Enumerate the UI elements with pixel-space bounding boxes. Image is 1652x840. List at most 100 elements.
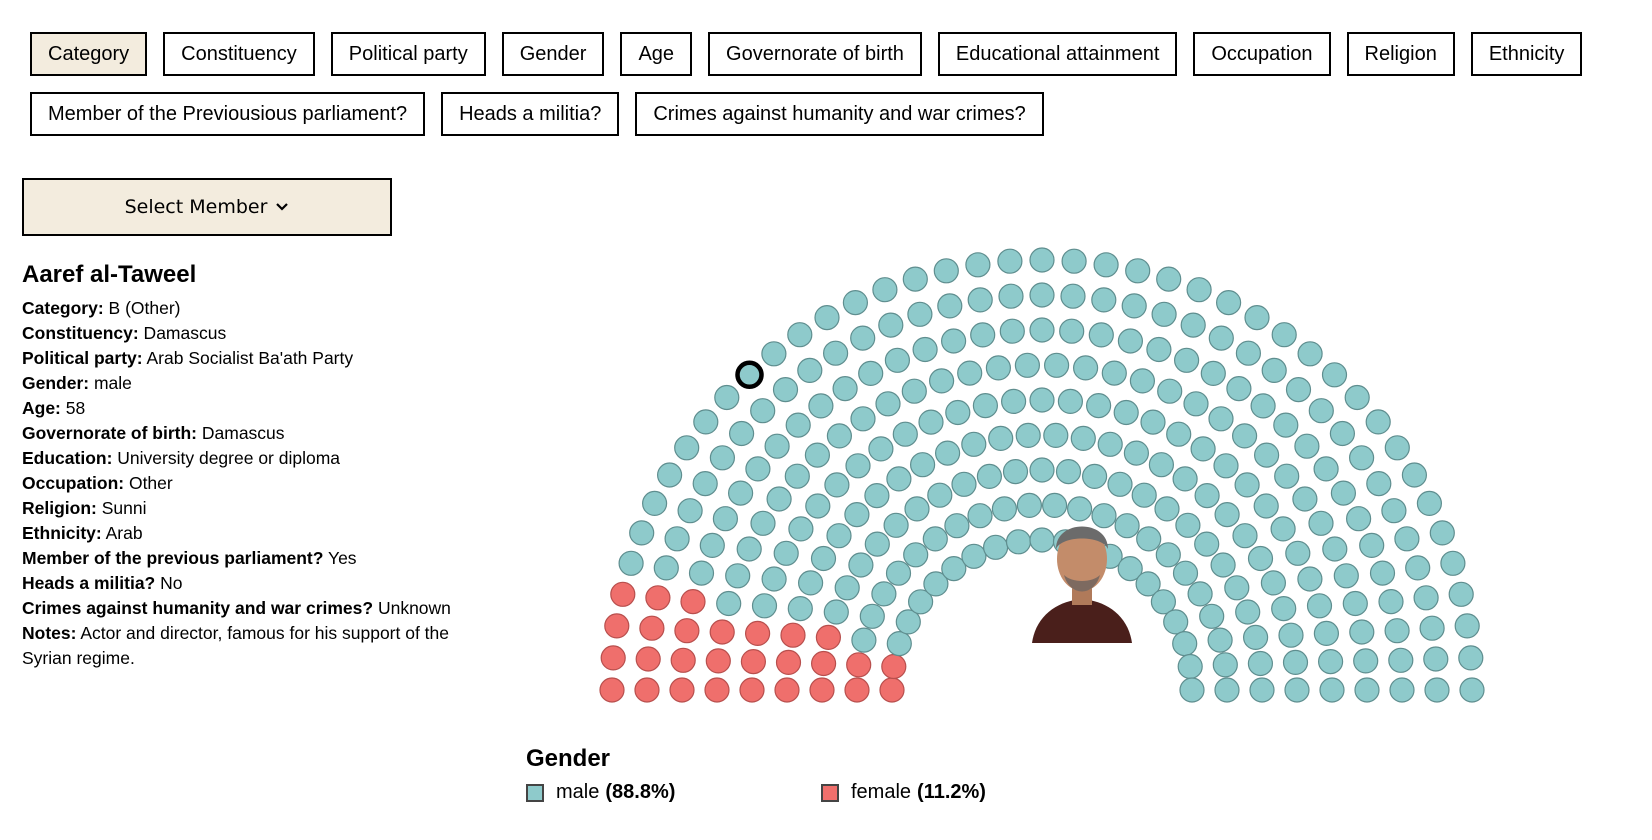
seat-male[interactable] bbox=[714, 384, 740, 411]
seat-male[interactable] bbox=[1454, 613, 1480, 639]
seat-male[interactable] bbox=[727, 480, 754, 506]
seat-male[interactable] bbox=[1060, 283, 1086, 309]
filter-constituency[interactable]: Constituency bbox=[163, 32, 315, 76]
seat-male[interactable] bbox=[961, 431, 987, 457]
seat-male[interactable] bbox=[1366, 471, 1392, 497]
seat-male[interactable] bbox=[1285, 540, 1311, 566]
seat-male[interactable] bbox=[1151, 301, 1177, 327]
seat-female[interactable] bbox=[674, 618, 700, 644]
seat-male[interactable] bbox=[797, 357, 823, 383]
seat-male[interactable] bbox=[982, 534, 1009, 560]
seat-male[interactable] bbox=[1270, 516, 1296, 542]
seat-male[interactable] bbox=[1313, 456, 1339, 482]
seat-male[interactable] bbox=[1249, 677, 1275, 703]
seat-male[interactable] bbox=[1401, 462, 1428, 488]
filter-religion[interactable]: Religion bbox=[1346, 32, 1455, 76]
seat-male[interactable] bbox=[1172, 560, 1199, 586]
seat-male[interactable] bbox=[1148, 452, 1175, 478]
seat-male[interactable] bbox=[1029, 247, 1055, 273]
seat-male[interactable] bbox=[885, 560, 912, 586]
seat-male[interactable] bbox=[1194, 483, 1220, 509]
seat-male[interactable] bbox=[1419, 615, 1445, 641]
seat-male[interactable] bbox=[1136, 526, 1162, 552]
seat-male[interactable] bbox=[1173, 347, 1200, 373]
seat-male[interactable] bbox=[810, 545, 837, 572]
seat-male[interactable] bbox=[788, 516, 814, 542]
seat-male[interactable] bbox=[1200, 360, 1226, 386]
seat-female[interactable] bbox=[704, 677, 730, 703]
seat-male[interactable] bbox=[850, 325, 876, 351]
seat-male[interactable] bbox=[875, 391, 901, 417]
seat-male[interactable] bbox=[764, 433, 790, 459]
seat-male[interactable] bbox=[804, 442, 831, 468]
seat-male[interactable] bbox=[886, 630, 912, 657]
seat-male[interactable] bbox=[985, 355, 1012, 381]
seat-male[interactable] bbox=[1117, 328, 1144, 354]
seat-male[interactable] bbox=[999, 318, 1025, 344]
seat-male[interactable] bbox=[1384, 618, 1410, 644]
seat-male[interactable] bbox=[1029, 527, 1055, 553]
seat-male[interactable] bbox=[1208, 325, 1234, 351]
seat-male[interactable] bbox=[736, 536, 762, 562]
seat-male[interactable] bbox=[1101, 360, 1127, 386]
seat-male[interactable] bbox=[1232, 523, 1258, 549]
seat-male[interactable] bbox=[1313, 620, 1340, 647]
seat-male[interactable] bbox=[1212, 652, 1238, 678]
seat-male[interactable] bbox=[1210, 552, 1236, 578]
seat-male[interactable] bbox=[871, 581, 897, 607]
seat-male[interactable] bbox=[1014, 352, 1041, 378]
seat-male[interactable] bbox=[1273, 412, 1299, 438]
seat-male[interactable] bbox=[653, 555, 679, 581]
seat-male[interactable] bbox=[1253, 493, 1279, 519]
filter-occupation[interactable]: Occupation bbox=[1193, 32, 1331, 76]
seat-male[interactable] bbox=[1440, 550, 1466, 576]
seat-male[interactable] bbox=[1317, 648, 1344, 675]
seat-male[interactable] bbox=[1029, 457, 1055, 483]
seat-male[interactable] bbox=[965, 252, 991, 278]
seat-male[interactable] bbox=[1342, 590, 1368, 617]
seat-male[interactable] bbox=[772, 377, 799, 403]
seat-male[interactable] bbox=[951, 471, 977, 497]
seat-male[interactable] bbox=[745, 456, 771, 482]
seat-male[interactable] bbox=[972, 393, 999, 419]
seat-male[interactable] bbox=[928, 368, 955, 394]
seat-male[interactable] bbox=[1093, 252, 1119, 278]
seat-male[interactable] bbox=[1214, 677, 1240, 703]
seat-female[interactable] bbox=[669, 677, 695, 703]
seat-male[interactable] bbox=[1359, 532, 1385, 559]
seat-male[interactable] bbox=[945, 399, 971, 426]
seat-male[interactable] bbox=[1244, 305, 1270, 331]
seat-male[interactable] bbox=[1190, 436, 1216, 462]
seat-female[interactable] bbox=[846, 652, 872, 678]
seat-male[interactable] bbox=[1085, 393, 1112, 419]
seat-male[interactable] bbox=[844, 501, 870, 528]
seat-male[interactable] bbox=[725, 563, 751, 589]
seat-male[interactable] bbox=[967, 503, 993, 529]
seat-male[interactable] bbox=[1458, 645, 1484, 671]
seat-male[interactable] bbox=[961, 543, 987, 569]
seat-female[interactable] bbox=[775, 649, 802, 676]
seat-male[interactable] bbox=[814, 305, 840, 331]
seat-male[interactable] bbox=[1271, 322, 1297, 348]
seat-male[interactable] bbox=[904, 496, 930, 522]
seat-male[interactable] bbox=[1278, 622, 1304, 648]
seat-male[interactable] bbox=[1015, 422, 1041, 448]
seat-male[interactable] bbox=[1114, 513, 1140, 539]
seat-male[interactable] bbox=[1005, 529, 1032, 555]
seat-male[interactable] bbox=[1194, 531, 1220, 557]
seat-male[interactable] bbox=[1091, 287, 1117, 313]
seat-male[interactable] bbox=[1459, 677, 1485, 703]
seat-male[interactable] bbox=[1091, 503, 1117, 529]
seat-male[interactable] bbox=[872, 277, 898, 303]
seat-male[interactable] bbox=[1135, 571, 1161, 597]
seat-female[interactable] bbox=[809, 677, 835, 703]
filter-governorate-of-birth[interactable]: Governorate of birth bbox=[708, 32, 922, 76]
seat-male[interactable] bbox=[1344, 384, 1370, 411]
seat-male[interactable] bbox=[1183, 391, 1209, 417]
seat-male[interactable] bbox=[934, 440, 961, 466]
seat-male[interactable] bbox=[907, 301, 933, 327]
seat-male[interactable] bbox=[699, 532, 725, 559]
seat-female[interactable] bbox=[599, 677, 625, 703]
seat-male[interactable] bbox=[902, 266, 928, 292]
seat-male[interactable] bbox=[923, 571, 949, 597]
